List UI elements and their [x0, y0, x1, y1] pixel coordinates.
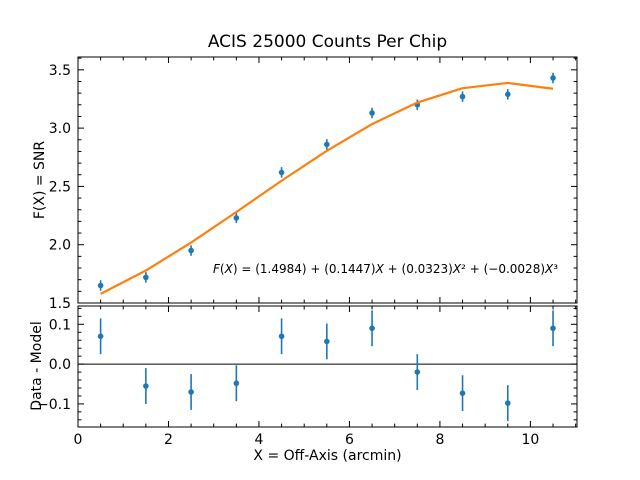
snr-curve-panel: 1.5 2.0 2.5 3.0 3.5 F(X) = (1.4984) + (0.1447…: [49, 56, 578, 312]
y-tick-label: −0.1: [37, 397, 71, 413]
plot-render-layer: 1.5 2.0 2.5 3.0 3.5 F(X) = (1.4984) + (0.1447…: [37, 56, 578, 448]
y-tick-label: 3.0: [49, 121, 71, 137]
data-point-marker: [97, 333, 104, 340]
x-tick-label: 6: [345, 432, 354, 448]
ticks: [77, 57, 577, 304]
data-point-marker: [369, 110, 375, 116]
data-point-marker: [233, 215, 240, 221]
data-point-marker: [97, 282, 104, 289]
data-point-marker: [504, 91, 511, 98]
residuals-panel: −0.1 0.0 0.1 0 2 4 6 8 10: [37, 305, 578, 448]
data-point-marker: [459, 390, 466, 396]
data-point-marker: [233, 380, 240, 387]
x-tick-label: 4: [255, 432, 264, 448]
snr-curve-series: [97, 72, 556, 291]
y-tick-label: 2.0: [49, 238, 71, 254]
y-tick-label: 3.5: [49, 63, 71, 79]
x-tick-label: 2: [164, 432, 173, 448]
bottom-y-axis-label: Data - Model: [29, 321, 45, 410]
chart-title: ACIS 25000 Counts Per Chip: [208, 32, 447, 52]
data-point-marker: [188, 247, 194, 254]
x-axis-label: X = Off-Axis (arcmin): [253, 448, 401, 464]
x-tick-label: 8: [435, 432, 444, 448]
data-point-marker: [324, 141, 330, 148]
tick-labels: 1.5 2.0 2.5 3.0 3.5: [49, 63, 71, 312]
ticks: [77, 306, 577, 427]
data-point-marker: [143, 383, 149, 389]
y-tick-label: 0.0: [49, 357, 71, 373]
data-point-marker: [143, 274, 149, 281]
data-point-marker: [369, 325, 375, 332]
data-point-marker: [550, 325, 556, 332]
y-tick-label: 2.5: [49, 179, 71, 195]
fit-line: [100, 81, 554, 295]
data-point-marker: [278, 333, 285, 340]
y-tick-label: 1.5: [49, 296, 71, 312]
data-point-marker: [188, 389, 194, 395]
tick-labels: −0.1 0.0 0.1 0 2 4 6 8 10: [37, 317, 539, 448]
data-point-marker: [278, 169, 285, 176]
y-tick-label: 0.1: [49, 317, 71, 333]
data-point-marker: [459, 93, 466, 100]
data-point-marker: [550, 75, 556, 81]
fit-equation-label: F(X) = (1.4984) + (0.1447)X + (0.0323)X²…: [213, 262, 558, 276]
top-y-axis-label: F(X) = SNR: [32, 141, 48, 220]
x-tick-label: 0: [74, 432, 83, 448]
axes-spines: [77, 305, 578, 428]
residuals-series: [97, 310, 556, 422]
data-point-marker: [504, 400, 511, 406]
data-point-marker: [414, 369, 421, 375]
x-tick-label: 10: [521, 432, 539, 448]
data-point-marker: [324, 338, 330, 345]
axes-spines: [77, 56, 578, 304]
